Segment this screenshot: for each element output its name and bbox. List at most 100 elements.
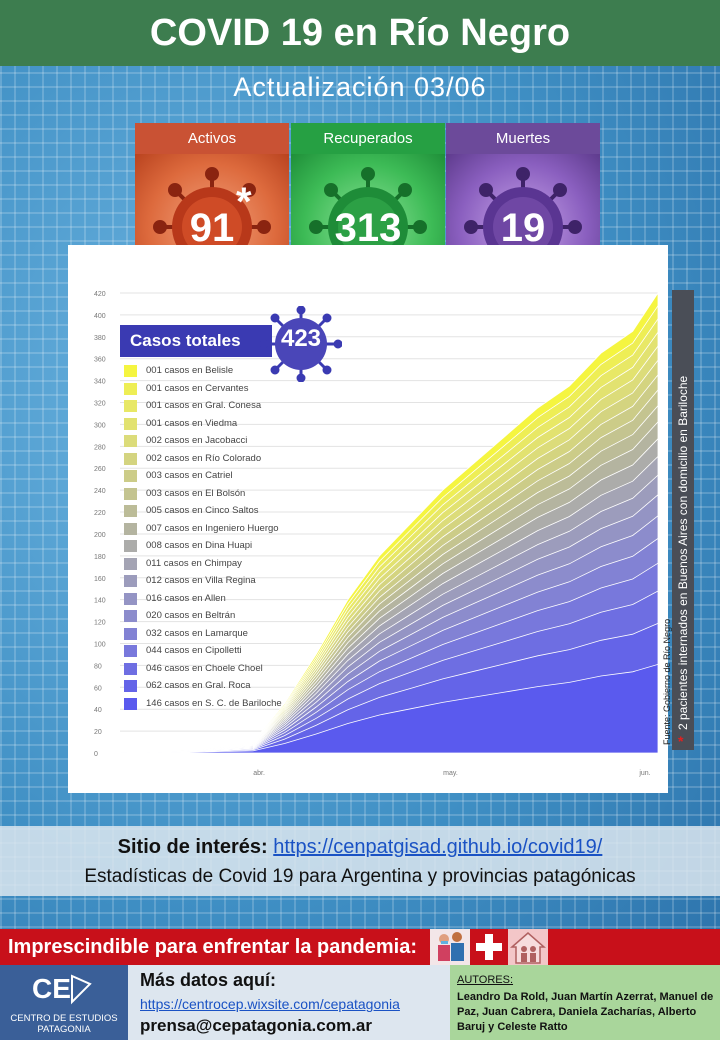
legend-item: 002 casos en Jacobacci xyxy=(124,432,314,450)
legend-swatch xyxy=(124,610,137,622)
legend-item: 046 casos en Choele Choel xyxy=(124,660,314,678)
virus-icon xyxy=(260,306,342,382)
legend-label: 001 casos en Cervantes xyxy=(146,382,249,394)
legend-item: 003 casos en El Bolsón xyxy=(124,485,314,503)
y-tick-label: 80 xyxy=(94,663,102,670)
legend-label: 020 casos en Beltrán xyxy=(146,610,236,621)
banner-text: Imprescindible para enfrentar la pandemi… xyxy=(8,936,418,958)
logo-text: CENTRO DE ESTUDIOS PATAGONIA xyxy=(0,1013,128,1035)
pandemic-banner xyxy=(0,929,720,965)
legend-swatch xyxy=(124,505,137,517)
y-tick-label: 60 xyxy=(94,685,102,692)
medical-cross-icon xyxy=(472,929,506,965)
legend-label: 007 casos en Ingeniero Huergo xyxy=(146,522,279,534)
legend-item: 005 casos en Cinco Saltos xyxy=(124,502,314,520)
legend-label: 032 casos en Lamarque xyxy=(146,627,248,639)
legend-swatch xyxy=(124,557,137,570)
y-tick-label: 240 xyxy=(94,488,106,495)
legend-item: 012 casos en Villa Regina xyxy=(124,572,314,590)
y-tick-label: 340 xyxy=(94,379,106,386)
cep-logo: CE xyxy=(32,973,92,1005)
legend-swatch xyxy=(124,680,137,692)
legend-item: 044 casos en Cipolletti xyxy=(124,642,314,660)
legend-item: 001 casos en Viedma xyxy=(124,415,314,433)
update-date: Actualización 03/06 xyxy=(233,72,487,102)
legend-swatch xyxy=(124,592,137,605)
legend-label: 002 casos en Jacobacci xyxy=(146,435,248,446)
y-tick-label: 200 xyxy=(94,532,106,539)
legend-item: 001 casos en Gral. Conesa xyxy=(124,397,314,415)
stacked-area-chart: 0 20 40 60 80 100 120 140 160 180 200 220 240 260 280 3… xyxy=(94,291,659,777)
y-tick-label: 360 xyxy=(94,357,106,364)
legend-label: 012 casos en Villa Regina xyxy=(146,575,256,586)
legend-item: 016 casos en Allen xyxy=(124,590,314,608)
card-recuperados-label: Recuperados xyxy=(291,123,445,154)
y-tick-label: 140 xyxy=(94,598,106,605)
page-title: COVID 19 en Río Negro xyxy=(149,12,571,54)
site-link[interactable]: https://centrocep.wixsite.com/cepatagoni… xyxy=(140,996,400,1012)
legend-swatch xyxy=(124,522,137,535)
legend-swatch xyxy=(124,400,137,412)
y-tick-label: 380 xyxy=(94,335,106,342)
legend-label: 001 casos en Belisle xyxy=(146,365,234,376)
y-tick-label: 180 xyxy=(94,554,106,561)
legend-swatch xyxy=(124,627,137,640)
logo-line-1: CENTRO DE ESTUDIOS xyxy=(10,1013,118,1024)
asterisk-mark: * xyxy=(236,180,252,224)
legend-label: 016 casos en Allen xyxy=(146,592,226,604)
interest-description: Estadísticas de Covid 19 para Argentina … xyxy=(84,866,636,887)
virus-icon xyxy=(153,167,271,287)
legend-label: 008 casos en Dina Huapi xyxy=(146,540,253,551)
y-tick-label: 20 xyxy=(94,729,102,736)
interest-link[interactable]: https://cenpatgisad.github.io/covid19/ xyxy=(273,836,603,858)
legend-swatch xyxy=(124,662,137,675)
y-tick-label: 320 xyxy=(94,401,106,408)
legend-label: 062 casos en Gral. Roca xyxy=(146,680,251,691)
y-tick-label: 0 xyxy=(94,751,98,758)
legend-item: 062 casos en Gral. Roca xyxy=(124,677,314,695)
legend-item: 002 casos en Río Colorado xyxy=(124,450,314,468)
header-band xyxy=(0,0,720,66)
legend-swatch xyxy=(124,452,137,465)
y-tick-label: 100 xyxy=(94,641,106,648)
stay-home-icon xyxy=(508,929,548,965)
x-tick-label: abr. xyxy=(253,770,265,777)
legend-item: 003 casos en Catriel xyxy=(124,467,314,485)
legend-item: 001 casos en Belisle xyxy=(124,362,314,380)
legend-swatch xyxy=(124,487,137,500)
total-cases-label: Casos totales xyxy=(120,325,272,357)
legend-label: 001 casos en Viedma xyxy=(146,417,238,429)
legend-item: 008 casos en Dina Huapi xyxy=(124,537,314,555)
card-activos-label: Activos xyxy=(135,123,289,154)
legend-swatch xyxy=(124,435,137,447)
legend-item: 146 casos en S. C. de Bariloche xyxy=(124,695,314,713)
note-strip xyxy=(672,290,694,750)
legend-swatch xyxy=(124,470,137,482)
footer-logo-box xyxy=(0,965,128,1040)
area-series xyxy=(119,663,659,754)
legend-item: 020 casos en Beltrán xyxy=(124,607,314,625)
legend-label: 001 casos en Gral. Conesa xyxy=(146,400,262,411)
y-tick-label: 280 xyxy=(94,444,106,451)
legend-swatch xyxy=(124,365,137,377)
interest-label: Sitio de interés: xyxy=(117,836,268,858)
card-activos-value: 91 xyxy=(189,206,235,250)
legend-label: 002 casos en Río Colorado xyxy=(146,452,262,464)
authors-list: Leandro Da Rold, Juan Martín Azerrat, Ma… xyxy=(457,991,714,1033)
legend-swatch xyxy=(124,382,137,395)
contact-email[interactable]: prensa@cepatagonia.com.ar xyxy=(140,1016,372,1035)
legend-item: 032 casos en Lamarque xyxy=(124,625,314,643)
chart-panel: 0 20 40 60 80 100 120 140 160 180 200 220 240 260 280 3… xyxy=(68,245,668,793)
y-tick-label: 260 xyxy=(94,466,106,473)
chart-legend: 001 casos en Belisle 001 casos en Cervant… xyxy=(124,362,314,712)
y-tick-label: 120 xyxy=(94,620,106,627)
legend-label: 003 casos en El Bolsón xyxy=(146,487,246,499)
legend-swatch xyxy=(124,417,137,430)
footnote-asterisk: * xyxy=(678,733,684,749)
logo-line-2: PATAGONIA xyxy=(37,1024,91,1035)
card-muertes-value: 19 xyxy=(500,206,546,250)
y-tick-label: 40 xyxy=(94,707,102,714)
y-tick-label: 160 xyxy=(94,576,106,583)
x-tick-label: jun. xyxy=(638,770,650,777)
legend-swatch xyxy=(124,575,137,587)
